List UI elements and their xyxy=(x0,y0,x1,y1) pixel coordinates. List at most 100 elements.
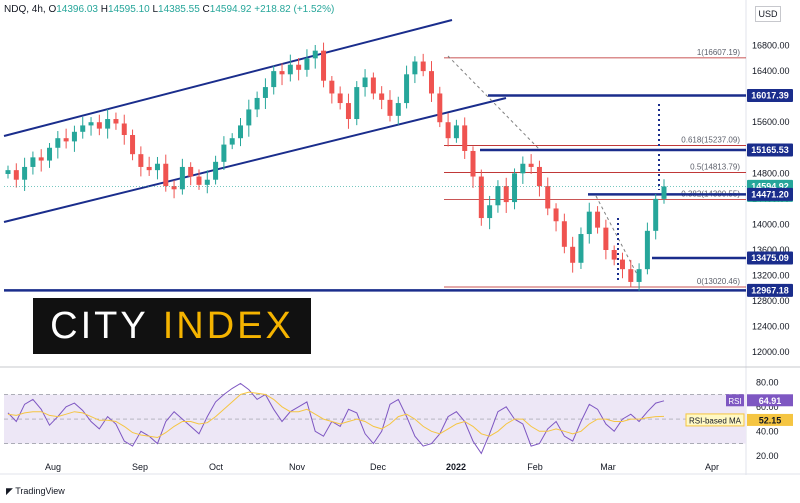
candle-body xyxy=(478,176,484,219)
rsi-value-label: 64.91 xyxy=(759,396,782,406)
candle-body xyxy=(238,125,244,139)
y-tick-label: 16400.00 xyxy=(752,66,790,76)
price-axis-label-bg xyxy=(747,187,793,201)
price-axis-label: 14471.20 xyxy=(751,189,789,199)
candle-body xyxy=(246,109,252,126)
candle-body xyxy=(105,119,111,129)
candle-body xyxy=(337,93,343,104)
candle-body xyxy=(462,125,468,151)
candle-body xyxy=(271,71,277,88)
candle-body xyxy=(146,166,152,171)
rsi-name-label: RSI xyxy=(728,397,741,406)
candle-body xyxy=(520,163,526,174)
currency-button[interactable]: USD xyxy=(755,6,781,22)
candle-body xyxy=(370,77,376,94)
tradingview-icon: ◤ xyxy=(6,486,13,496)
x-tick-label: Mar xyxy=(600,462,616,472)
rsi-name-label: RSI-based MA xyxy=(689,416,742,425)
candle-body xyxy=(379,93,385,100)
y-tick-label: 12400.00 xyxy=(752,322,790,332)
rsi-name-tag xyxy=(726,394,744,407)
price-axis-label: 16017.39 xyxy=(751,91,789,101)
channel-upper-line xyxy=(3,19,453,137)
candle-body xyxy=(213,161,219,180)
candle-body xyxy=(287,64,293,75)
candle-body xyxy=(321,50,327,81)
candle-body xyxy=(512,173,518,203)
fib-level-label: 0.618(15237.09) xyxy=(681,135,740,144)
candle-body xyxy=(595,211,601,228)
candle-body xyxy=(63,138,69,142)
rsi-y-tick-label: 40.00 xyxy=(756,426,779,436)
candle-body xyxy=(570,246,576,263)
close-label: C xyxy=(202,4,210,15)
rsi-y-tick-label: 20.00 xyxy=(756,451,779,461)
x-tick-label: Aug xyxy=(45,462,61,472)
candle-body xyxy=(229,138,235,145)
price-axis-label: 12967.18 xyxy=(751,285,789,295)
rsi-value-tag xyxy=(747,394,793,407)
y-tick-label: 13600.00 xyxy=(752,245,790,255)
rsi-y-tick-label: 60.00 xyxy=(756,402,779,412)
candle-body xyxy=(121,123,127,135)
candle-body xyxy=(88,122,94,126)
candle-body xyxy=(221,144,227,162)
change-value: +218.82 (+1.52%) xyxy=(254,4,335,15)
y-tick-label: 16800.00 xyxy=(752,41,790,51)
candle-body xyxy=(5,170,11,174)
candle-body xyxy=(279,71,285,75)
rsi-value-tag xyxy=(747,413,793,426)
candle-body xyxy=(196,176,202,185)
fib-level-label: 0.5(14813.79) xyxy=(690,162,740,171)
candle-body xyxy=(179,166,185,190)
x-tick-label: Nov xyxy=(289,462,306,472)
y-tick-label: 12000.00 xyxy=(752,347,790,357)
candle-body xyxy=(329,80,335,94)
candle-body xyxy=(437,93,443,123)
candle-body xyxy=(387,99,393,116)
candle-body xyxy=(644,230,650,270)
y-tick-label: 14000.00 xyxy=(752,219,790,229)
candle-body xyxy=(13,170,19,180)
channel-lower-line xyxy=(3,97,507,223)
candle-body xyxy=(345,103,351,120)
price-axis-label-bg xyxy=(747,251,793,265)
price-axis-label: 15165.53 xyxy=(751,145,789,155)
x-tick-label: Dec xyxy=(370,462,387,472)
candle-body xyxy=(163,163,169,187)
tradingview-label: TradingView xyxy=(15,486,65,496)
symbol-header: NDQ, 4h, O14396.03 H14595.10 L14385.55 C… xyxy=(4,4,334,15)
candle-body xyxy=(204,179,210,185)
candle-body xyxy=(130,135,136,155)
y-tick-label: 12800.00 xyxy=(752,296,790,306)
candle-body xyxy=(628,269,634,282)
price-axis-label-bg xyxy=(747,89,793,103)
candle-body xyxy=(470,150,476,177)
candle-body xyxy=(304,58,310,70)
candle-body xyxy=(553,208,559,222)
close-value: 14594.92 xyxy=(209,4,252,15)
y-tick-label: 13200.00 xyxy=(752,271,790,281)
low-label: L xyxy=(152,4,159,15)
candle-body xyxy=(262,87,268,98)
candle-body xyxy=(453,125,459,139)
fib-level-label: 1(16607.19) xyxy=(697,48,740,57)
candle-body xyxy=(578,234,584,263)
candle-body xyxy=(528,163,534,167)
candle-body xyxy=(619,259,625,270)
candle-body xyxy=(503,186,509,203)
x-tick-label: Oct xyxy=(209,462,224,472)
rsi-line xyxy=(7,382,665,455)
candle-body xyxy=(30,157,36,167)
dashed-trend-line xyxy=(447,55,541,151)
candle-body xyxy=(312,50,318,59)
candle-body xyxy=(395,103,401,116)
tradingview-brand[interactable]: ◤ TradingView xyxy=(6,486,65,497)
candle-body xyxy=(445,122,451,139)
fib-level-label: 0(13020.46) xyxy=(697,277,740,286)
candle-body xyxy=(188,166,194,177)
x-tick-label: Feb xyxy=(527,462,543,472)
candle-body xyxy=(636,269,642,282)
candle-body xyxy=(362,77,368,88)
